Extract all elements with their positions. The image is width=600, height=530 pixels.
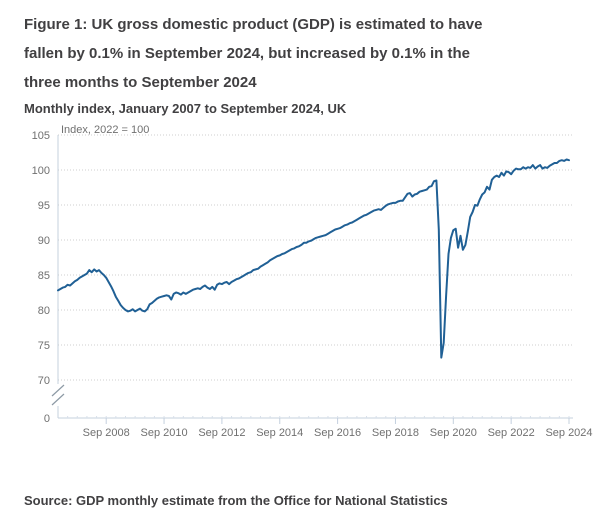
y-axis-label: 75 [38, 340, 50, 352]
y-axis-zero-label: 0 [44, 413, 50, 425]
figure-subtitle: Monthly index, January 2007 to September… [24, 101, 347, 116]
x-axis-label: Sep 2008 [83, 427, 130, 439]
y-axis-label: 80 [38, 305, 50, 317]
x-axis-label: Sep 2012 [198, 427, 245, 439]
x-axis-label: Sep 2010 [141, 427, 188, 439]
gdp-line-chart: 105 100 95 90 85 80 75 70 0 Sep 2008 Sep 2010 Sep 2… [32, 124, 593, 439]
ons-gdp-figure-page: Figure 1: UK gross domestic product (GDP… [0, 10, 600, 530]
x-axis-label: Sep 2014 [256, 427, 303, 439]
y-axis-label: 105 [32, 130, 50, 142]
y-axis-label: 85 [38, 270, 50, 282]
y-axis-label: 100 [32, 165, 50, 177]
x-axis-label: Sep 2024 [545, 427, 592, 439]
axis-break-icon [51, 393, 65, 406]
figure-title-line-1: Figure 1: UK gross domestic product (GDP… [24, 16, 483, 33]
figure-title: Figure 1: UK gross domestic product (GDP… [24, 10, 576, 97]
y-axis-label: 90 [38, 235, 50, 247]
source-note: Source: GDP monthly estimate from the Of… [24, 493, 448, 508]
x-axis-label: Sep 2018 [372, 427, 419, 439]
x-axis-label: Sep 2016 [314, 427, 361, 439]
axis-break-icon [51, 384, 65, 397]
y-axis-label: 70 [38, 375, 50, 387]
x-axis-label: Sep 2022 [488, 427, 535, 439]
figure-title-line-2: fallen by 0.1% in September 2024, but in… [24, 45, 470, 62]
gdp-line [57, 158, 570, 359]
y-axis-label: 95 [38, 200, 50, 212]
figure-title-line-3: three months to September 2024 [24, 74, 257, 91]
x-axis-label: Sep 2020 [430, 427, 477, 439]
unit-label: Index, 2022 = 100 [61, 124, 149, 136]
